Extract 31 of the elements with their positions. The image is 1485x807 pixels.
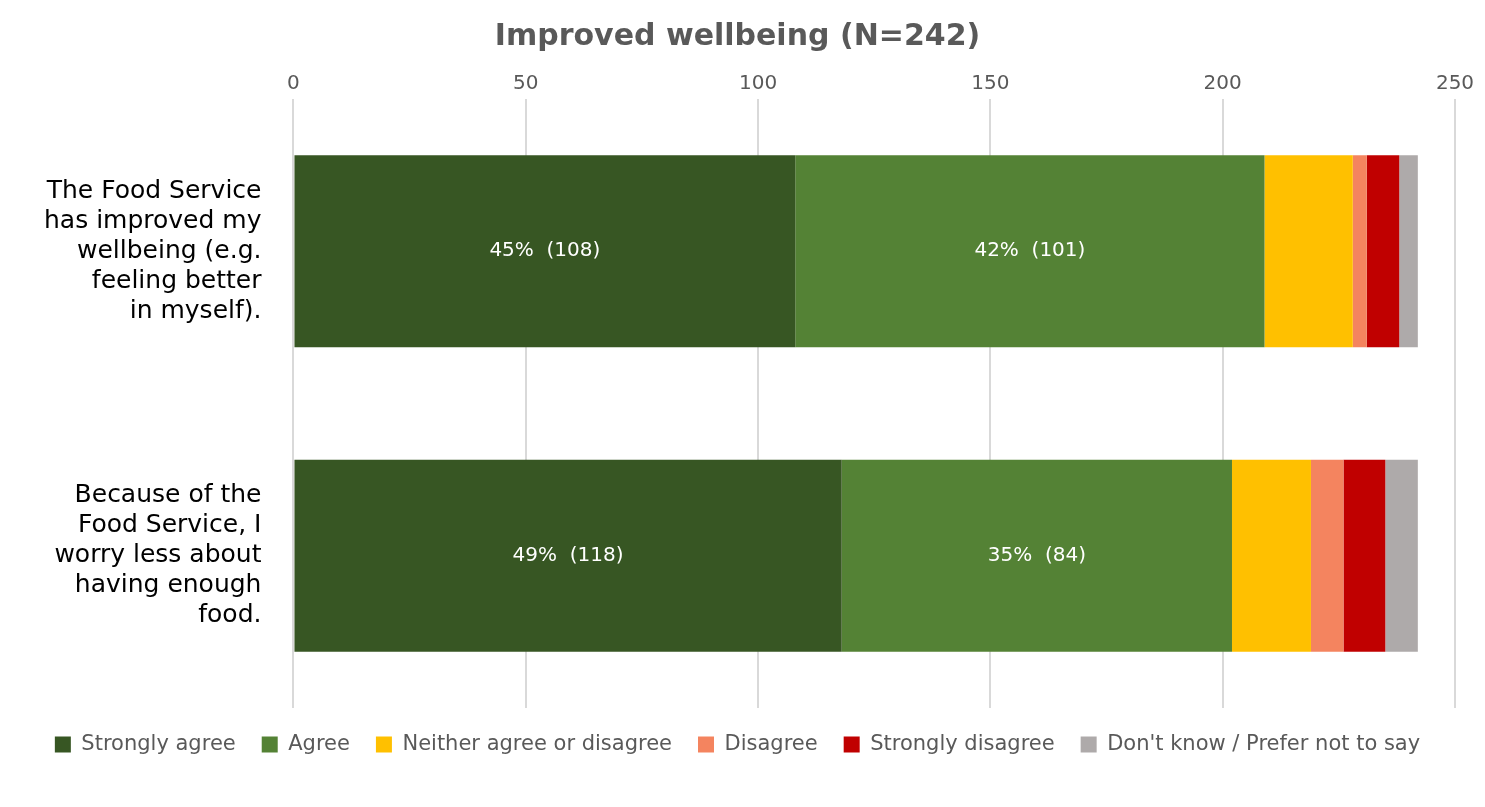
x-tick-label: 250 (1435, 70, 1475, 95)
y-tick-label: Because of the Food Service, I worry less about having enough food. (54, 479, 262, 629)
bar (795, 155, 1265, 348)
chart-title: Improved wellbeing (N=242) (494, 16, 981, 52)
bar (1264, 155, 1353, 348)
data-label: 35% (84) (987, 541, 1086, 566)
legend-label: Strongly disagree (870, 730, 1055, 755)
bar (1343, 459, 1386, 652)
legend-label: Strongly agree (81, 730, 236, 755)
x-tick-label: 0 (287, 70, 300, 95)
x-tick-label: 200 (1203, 70, 1242, 95)
data-label: 42% (101) (974, 237, 1086, 262)
data-label: 45% (108) (489, 237, 601, 262)
legend-label: Disagree (724, 730, 818, 755)
bar (1385, 459, 1418, 652)
bar (1231, 459, 1311, 652)
bar (294, 459, 842, 652)
bar (1399, 155, 1418, 348)
bar (294, 155, 796, 348)
x-tick-label: 100 (738, 70, 778, 95)
legend-label: Don't know / Prefer not to say (1107, 730, 1421, 755)
bar (1366, 155, 1400, 348)
data-label: 49% (118) (512, 541, 624, 566)
bar (1310, 459, 1344, 652)
y-tick-label: The Food Service has improved my wellbeing (e.g. feeling better in myself). (44, 174, 263, 324)
legend-label: Agree (288, 730, 350, 755)
legend-label: Neither agree or disagree (402, 730, 673, 755)
bar (841, 459, 1232, 652)
x-tick-label: 150 (971, 70, 1010, 95)
x-tick-label: 50 (513, 70, 539, 95)
bar (1352, 155, 1367, 348)
